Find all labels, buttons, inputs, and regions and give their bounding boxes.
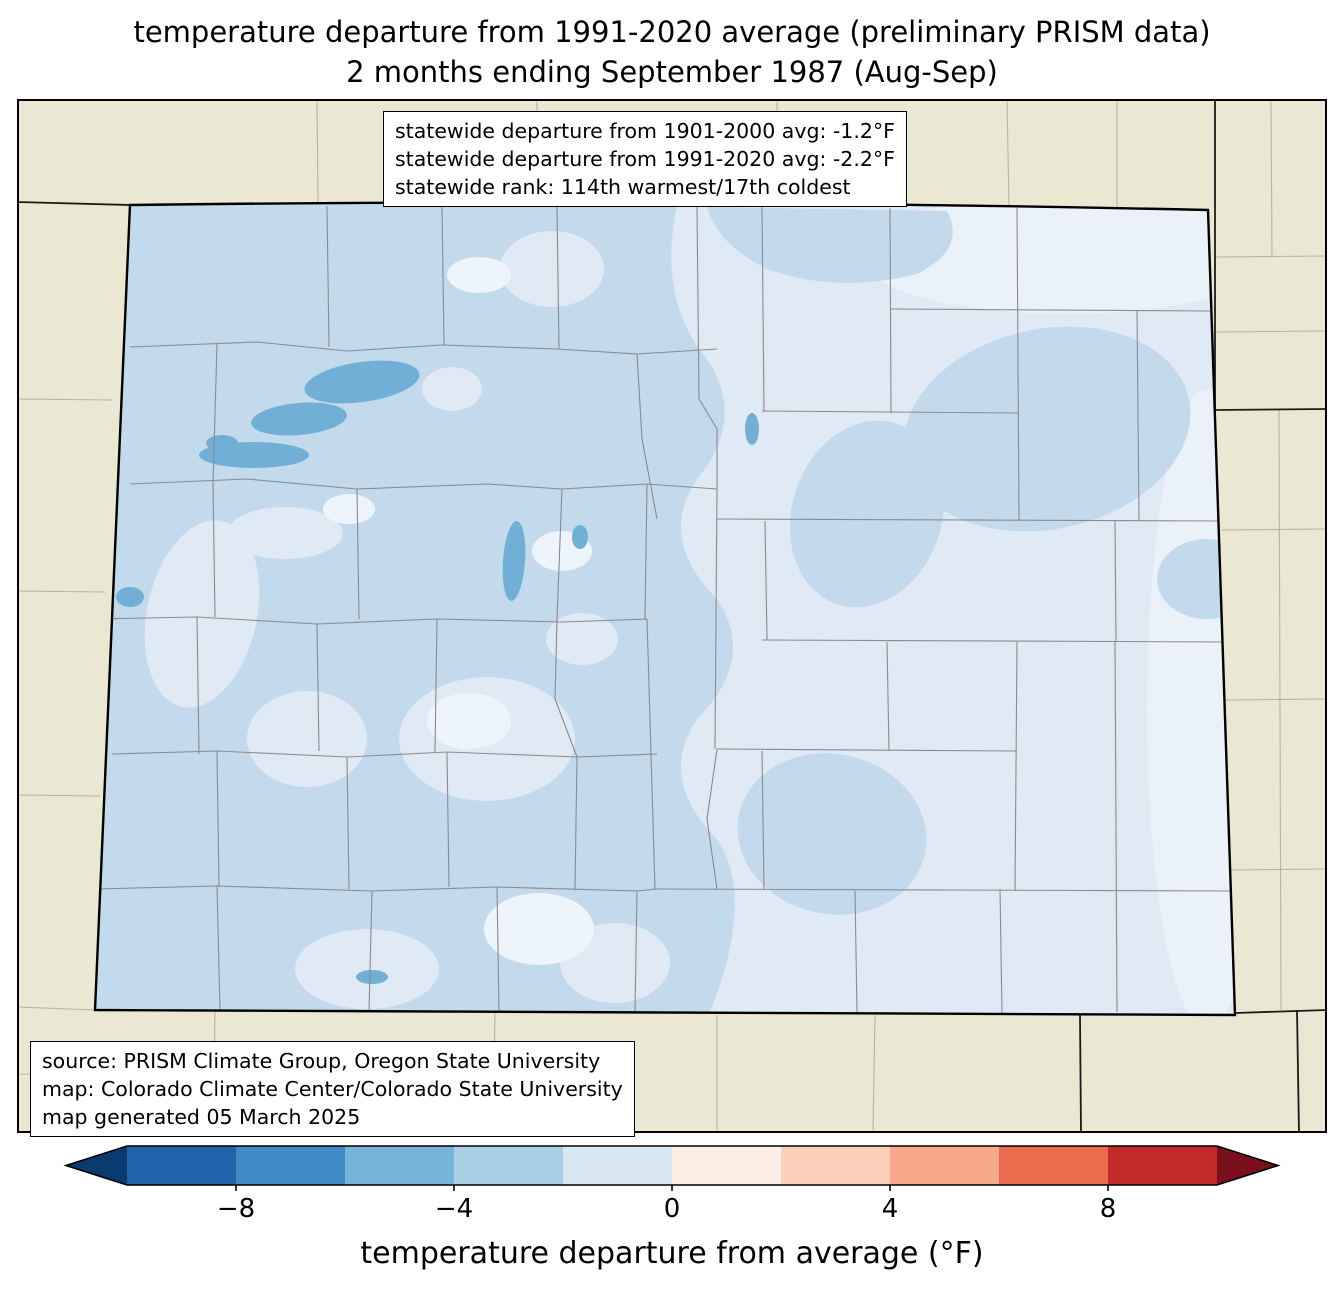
colorado-shading xyxy=(95,202,1235,1016)
source-line-3: map generated 05 March 2025 xyxy=(42,1105,361,1129)
colorbar-segment xyxy=(236,1146,345,1185)
colorbar-segment xyxy=(1108,1146,1217,1185)
stats-line-3: statewide rank: 114th warmest/17th colde… xyxy=(395,175,851,199)
stats-box: statewide departure from 1901-2000 avg: … xyxy=(383,111,907,207)
colorbar-ticks xyxy=(235,1185,1109,1191)
colorado-map xyxy=(17,99,1327,1133)
colorbar-tick-label: 0 xyxy=(663,1194,681,1224)
colorbar-segment xyxy=(672,1146,781,1185)
colorbar xyxy=(63,1145,1281,1191)
county-boundaries xyxy=(95,205,1233,1014)
colorbar-segment xyxy=(345,1146,454,1185)
title-line-2: 2 months ending September 1987 (Aug-Sep) xyxy=(346,55,998,89)
stats-line-2: statewide departure from 1991-2020 avg: … xyxy=(395,147,895,171)
colorbar-tick-label: −8 xyxy=(216,1194,256,1224)
colorbar-over-arrow xyxy=(1217,1146,1278,1185)
colorbar-under-arrow xyxy=(66,1146,127,1185)
source-line-2: map: Colorado Climate Center/Colorado St… xyxy=(42,1077,623,1101)
map-panel xyxy=(17,99,1327,1133)
colorbar-tick-label: −4 xyxy=(434,1194,474,1224)
colorbar-tick-label: 8 xyxy=(1099,1194,1117,1224)
colorbar-segment xyxy=(999,1146,1108,1185)
neighboring-counties-lines xyxy=(17,99,1327,1133)
shade-patches xyxy=(116,202,1235,1016)
colorbar-axis-label: temperature departure from average (°F) xyxy=(360,1236,984,1271)
colorbar-segment xyxy=(127,1146,236,1185)
source-line-1: source: PRISM Climate Group, Oregon Stat… xyxy=(42,1049,601,1073)
colorbar-outline xyxy=(63,1145,1281,1186)
colorbar-tick-label: 4 xyxy=(881,1194,899,1224)
colorbar-segment xyxy=(454,1146,563,1185)
stats-line-1: statewide departure from 1901-2000 avg: … xyxy=(395,119,895,143)
colorbar-segments xyxy=(66,1146,1278,1185)
colorbar-segment xyxy=(781,1146,890,1185)
colorbar-segment xyxy=(563,1146,672,1185)
colorbar-segment xyxy=(890,1146,999,1185)
state-border-lines xyxy=(17,99,1327,1133)
source-box: source: PRISM Climate Group, Oregon Stat… xyxy=(30,1041,635,1137)
title-line-1: temperature departure from 1991-2020 ave… xyxy=(133,15,1211,49)
figure-title: temperature departure from 1991-2020 ave… xyxy=(0,12,1344,92)
map-frame-border xyxy=(17,99,1327,1133)
